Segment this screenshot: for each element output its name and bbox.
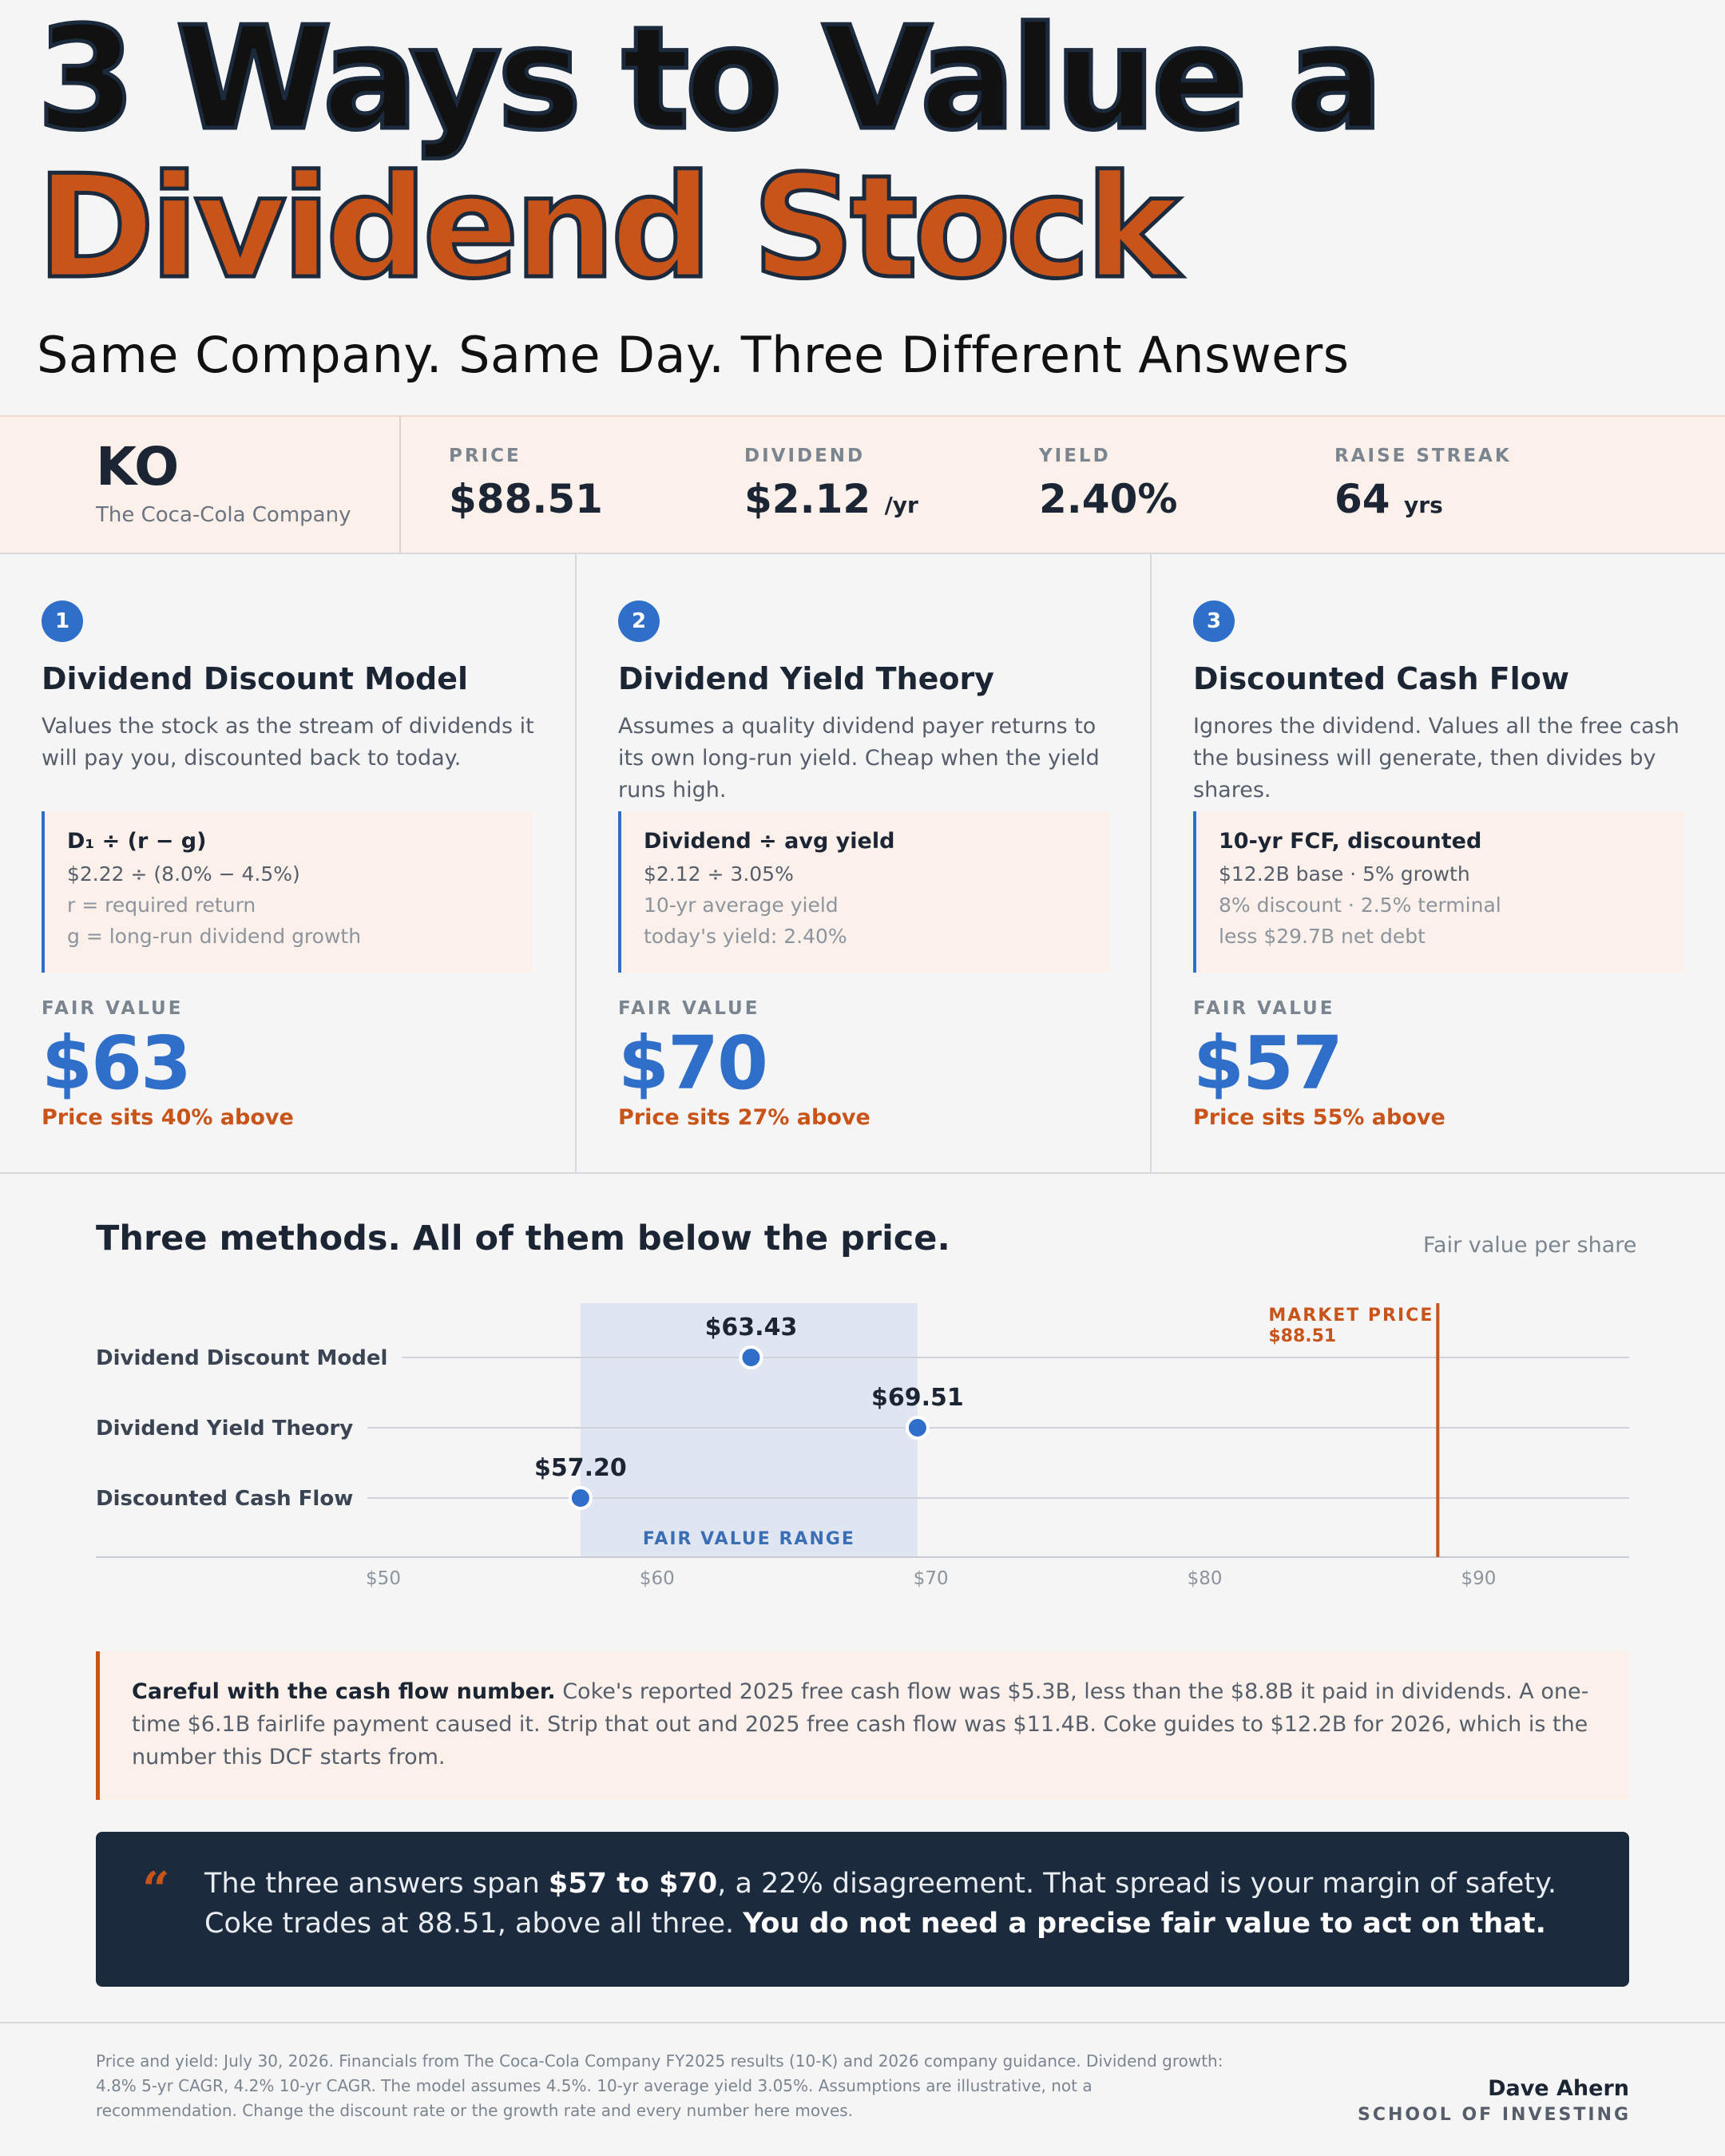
callout-heading: Careful with the cash flow number.	[132, 1679, 556, 1704]
fair-value: $63	[42, 1021, 192, 1106]
quote-emphasis: You do not need a precise fair value to …	[743, 1908, 1546, 1940]
method-card-yield: 2 Dividend Yield Theory Assumes a qualit…	[575, 554, 1150, 1172]
x-tick-label: $50	[366, 1568, 401, 1589]
title-line-2: Dividend Stock	[35, 145, 1183, 310]
stat-value: $88.51	[449, 476, 603, 522]
streak-unit: yrs	[1404, 492, 1443, 518]
fair-value-label: FAIR VALUE	[42, 998, 184, 1019]
brand-school: SCHOOL OF INVESTING	[1358, 2105, 1632, 2125]
price-verdict: Price sits 27% above	[618, 1105, 870, 1130]
x-tick-label: $90	[1461, 1568, 1496, 1589]
stat-raise-streak: RAISE STREAK 64 yrs	[1334, 446, 1512, 522]
quote-part: The three answers span	[204, 1868, 549, 1900]
formula-box: 10-yr FCF, discounted $12.2B base · 5% g…	[1193, 811, 1683, 973]
price-value: $88.51	[449, 476, 603, 522]
streak-value: 64	[1334, 476, 1390, 522]
category-label: Discounted Cash Flow	[96, 1487, 353, 1511]
dividend-value: $2.12	[744, 476, 871, 522]
method-card-dcf: 3 Discounted Cash Flow Ignores the divid…	[1150, 554, 1725, 1172]
fair-value-range-label: FAIR VALUE RANGE	[643, 1529, 855, 1549]
formula-note: today's yield: 2.40%	[644, 925, 847, 948]
formula-inputs: $12.2B base · 5% growth	[1219, 862, 1470, 886]
subtitle: Same Company. Same Day. Three Different …	[37, 326, 1350, 384]
data-point	[905, 1416, 930, 1440]
stat-price: PRICE $88.51	[449, 446, 603, 522]
ticker-symbol: KO	[96, 436, 180, 497]
quote-emphasis: $57 to $70	[548, 1868, 718, 1900]
stat-value: 2.40%	[1039, 476, 1177, 522]
stat-label: PRICE	[449, 446, 521, 466]
fair-value-range-band	[580, 1303, 918, 1557]
stat-value: 64 yrs	[1334, 476, 1512, 522]
methods-section: 1 Dividend Discount Model Values the sto…	[0, 554, 1725, 1174]
market-price-value: $88.51	[1268, 1326, 1336, 1346]
method-description: Values the stock as the stream of divide…	[42, 714, 534, 771]
method-number: 1	[42, 600, 83, 642]
formula-box: Dividend ÷ avg yield $2.12 ÷ 3.05% 10-yr…	[618, 811, 1108, 973]
formula-note: r = required return	[67, 894, 256, 917]
formula-note: 10-yr average yield	[644, 894, 839, 917]
title-line-1: 3 Ways to Value a	[34, 0, 1385, 161]
formula-inputs: $2.12 ÷ 3.05%	[644, 862, 794, 886]
formula-note: g = long-run dividend growth	[67, 925, 362, 948]
method-title: Dividend Discount Model	[42, 661, 469, 696]
yield-value: 2.40%	[1039, 476, 1178, 522]
footer-divider	[0, 2022, 1725, 2023]
data-label: $69.51	[871, 1384, 964, 1412]
formula: Dividend ÷ avg yield	[644, 829, 895, 854]
callout-text: Coke's reported 2025 free cash flow was …	[132, 1679, 1589, 1770]
fair-value-chart: FAIR VALUE RANGE Dividend Discount Model D…	[96, 1303, 1629, 1589]
x-tick-label: $80	[1188, 1568, 1223, 1589]
data-label: $57.20	[534, 1454, 627, 1482]
method-title: Dividend Yield Theory	[618, 661, 994, 696]
data-point	[739, 1346, 763, 1369]
ticker-bar: KO The Coca-Cola Company PRICE $88.51 DI…	[0, 415, 1725, 554]
method-card-ddm: 1 Dividend Discount Model Values the sto…	[0, 554, 575, 1172]
x-tick-label: $70	[914, 1568, 949, 1589]
category-label: Dividend Discount Model	[96, 1346, 387, 1370]
dividend-unit: /yr	[884, 492, 918, 518]
data-point	[568, 1486, 593, 1510]
cash-flow-callout: Careful with the cash flow number. Coke'…	[96, 1651, 1629, 1800]
stat-value: $2.12 /yr	[744, 476, 918, 522]
formula-note: less $29.7B net debt	[1219, 925, 1426, 948]
brand-name: Dave Ahern	[1488, 2076, 1629, 2101]
chart-title: Three methods. All of them below the pri…	[96, 1219, 950, 1258]
formula-inputs: $2.22 ÷ (8.0% − 4.5%)	[67, 862, 300, 886]
formula-note: 8% discount · 2.5% terminal	[1219, 894, 1501, 917]
method-number: 3	[1193, 600, 1235, 642]
stat-dividend: DIVIDEND $2.12 /yr	[744, 446, 918, 522]
price-verdict: Price sits 40% above	[42, 1105, 294, 1130]
method-number: 2	[618, 600, 660, 642]
price-verdict: Price sits 55% above	[1193, 1105, 1445, 1130]
formula: D₁ ÷ (r − g)	[67, 829, 207, 854]
data-label: $63.43	[705, 1314, 798, 1342]
fair-value: $57	[1193, 1021, 1343, 1106]
company-block: KO The Coca-Cola Company	[0, 417, 401, 554]
quote-part: , a 22% disagreement. That spread is you…	[204, 1868, 1556, 1940]
fair-value-label: FAIR VALUE	[618, 998, 760, 1019]
quote-mark-icon: “	[142, 1862, 170, 1918]
stat-label: RAISE STREAK	[1334, 446, 1512, 466]
company-name: The Coca-Cola Company	[96, 503, 351, 527]
stat-label: YIELD	[1039, 446, 1111, 466]
method-description: Assumes a quality dividend payer returns…	[618, 714, 1100, 803]
stat-yield: YIELD 2.40%	[1039, 446, 1177, 522]
chart-subtitle: Fair value per share	[1423, 1233, 1637, 1258]
footer-note: Price and yield: July 30, 2026. Financia…	[96, 2051, 1223, 2120]
method-description: Ignores the dividend. Values all the fre…	[1193, 714, 1679, 803]
formula-box: D₁ ÷ (r − g) $2.22 ÷ (8.0% − 4.5%) r = r…	[42, 811, 532, 973]
fair-value-label: FAIR VALUE	[1193, 998, 1335, 1019]
formula: 10-yr FCF, discounted	[1219, 829, 1482, 854]
fair-value: $70	[618, 1021, 768, 1106]
market-price-label: MARKET PRICE	[1268, 1306, 1434, 1326]
x-tick-label: $60	[640, 1568, 675, 1589]
category-label: Dividend Yield Theory	[96, 1417, 353, 1441]
quote-text: The three answers span $57 to $70, a 22%…	[204, 1864, 1594, 1944]
quote-box: “ The three answers span $57 to $70, a 2…	[96, 1832, 1629, 1987]
method-title: Discounted Cash Flow	[1193, 661, 1569, 696]
stat-label: DIVIDEND	[744, 446, 866, 466]
